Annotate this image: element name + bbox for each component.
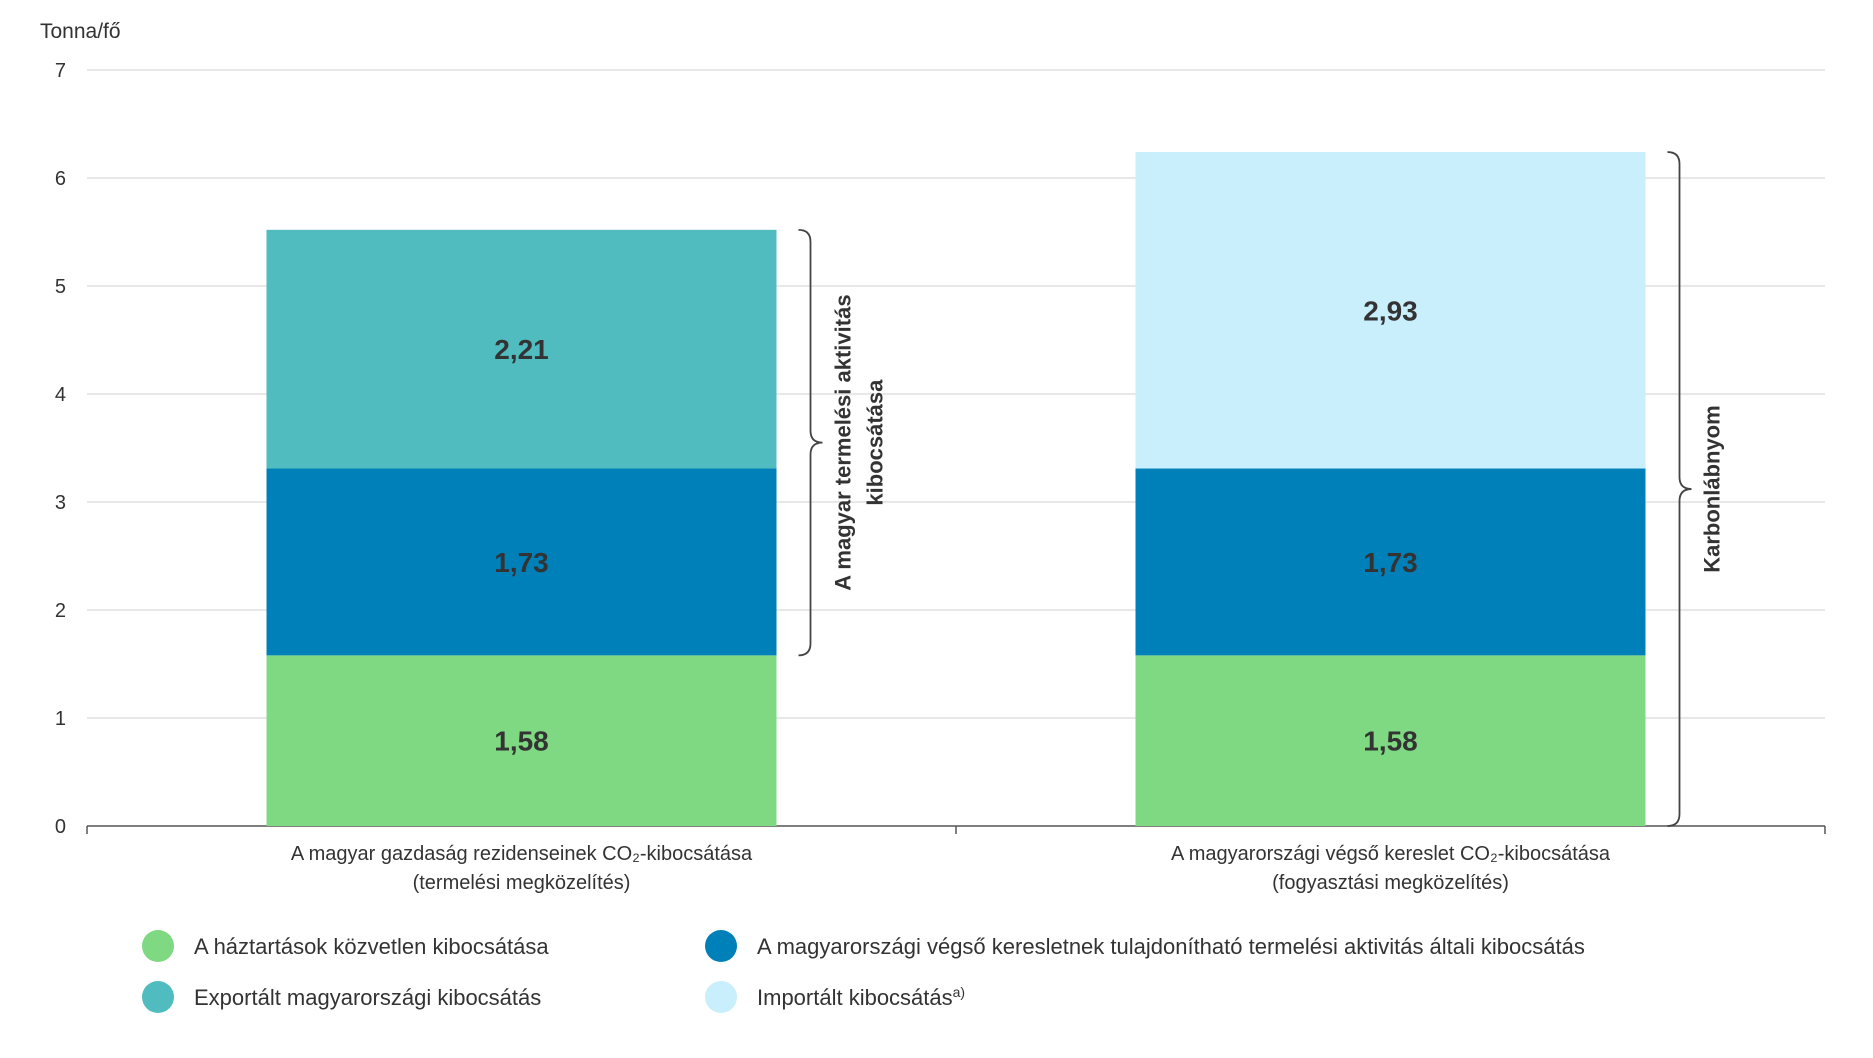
y-tick-label: 3 — [55, 492, 66, 514]
value-label: 1,58 — [494, 726, 549, 757]
y-tick-label: 6 — [55, 168, 66, 190]
annotation-text: kibocsátása — [863, 379, 888, 506]
value-label: 1,73 — [1363, 547, 1418, 578]
brace — [798, 228, 823, 657]
y-axis-label: Tonna/fő — [40, 20, 121, 43]
y-tick-label: 7 — [55, 60, 66, 82]
legend-label: Importált kibocsátása) — [757, 984, 965, 1010]
legend-label: Exportált magyarországi kibocsátás — [194, 985, 541, 1010]
y-tick-label: 4 — [55, 384, 66, 406]
y-tick-label: 1 — [55, 708, 66, 730]
value-label: 2,21 — [494, 334, 549, 365]
y-tick-label: 2 — [55, 600, 66, 622]
y-tick-label: 0 — [55, 816, 66, 838]
bar-segment — [1135, 468, 1646, 656]
legend-marker — [705, 930, 737, 962]
x-tick-label: A magyar gazdaság rezidenseinek CO₂-kibo… — [291, 843, 753, 894]
legend-marker — [142, 930, 174, 962]
x-tick-label: A magyarországi végső kereslet CO₂-kiboc… — [1171, 843, 1611, 894]
bar-segment — [1135, 655, 1646, 826]
legend-superscript: a) — [953, 984, 965, 1000]
bar-segment — [266, 655, 777, 826]
bar-segment — [1135, 152, 1646, 469]
bar-segment — [266, 229, 777, 469]
value-label: 2,93 — [1363, 295, 1418, 326]
annotation-text: A magyar termelési aktivitás — [831, 294, 856, 590]
legend-label: A magyarországi végső keresletnek tulajd… — [757, 934, 1585, 959]
legend-marker — [705, 981, 737, 1013]
bar-segment — [266, 468, 777, 656]
annotation-text: Karbonlábnyom — [1700, 405, 1725, 572]
brace — [1667, 151, 1692, 827]
value-label: 1,58 — [1363, 726, 1418, 757]
legend-marker — [142, 981, 174, 1013]
value-label: 1,73 — [494, 547, 549, 578]
legend-label: A háztartások közvetlen kibocsátása — [194, 934, 549, 959]
y-tick-label: 5 — [55, 276, 66, 298]
